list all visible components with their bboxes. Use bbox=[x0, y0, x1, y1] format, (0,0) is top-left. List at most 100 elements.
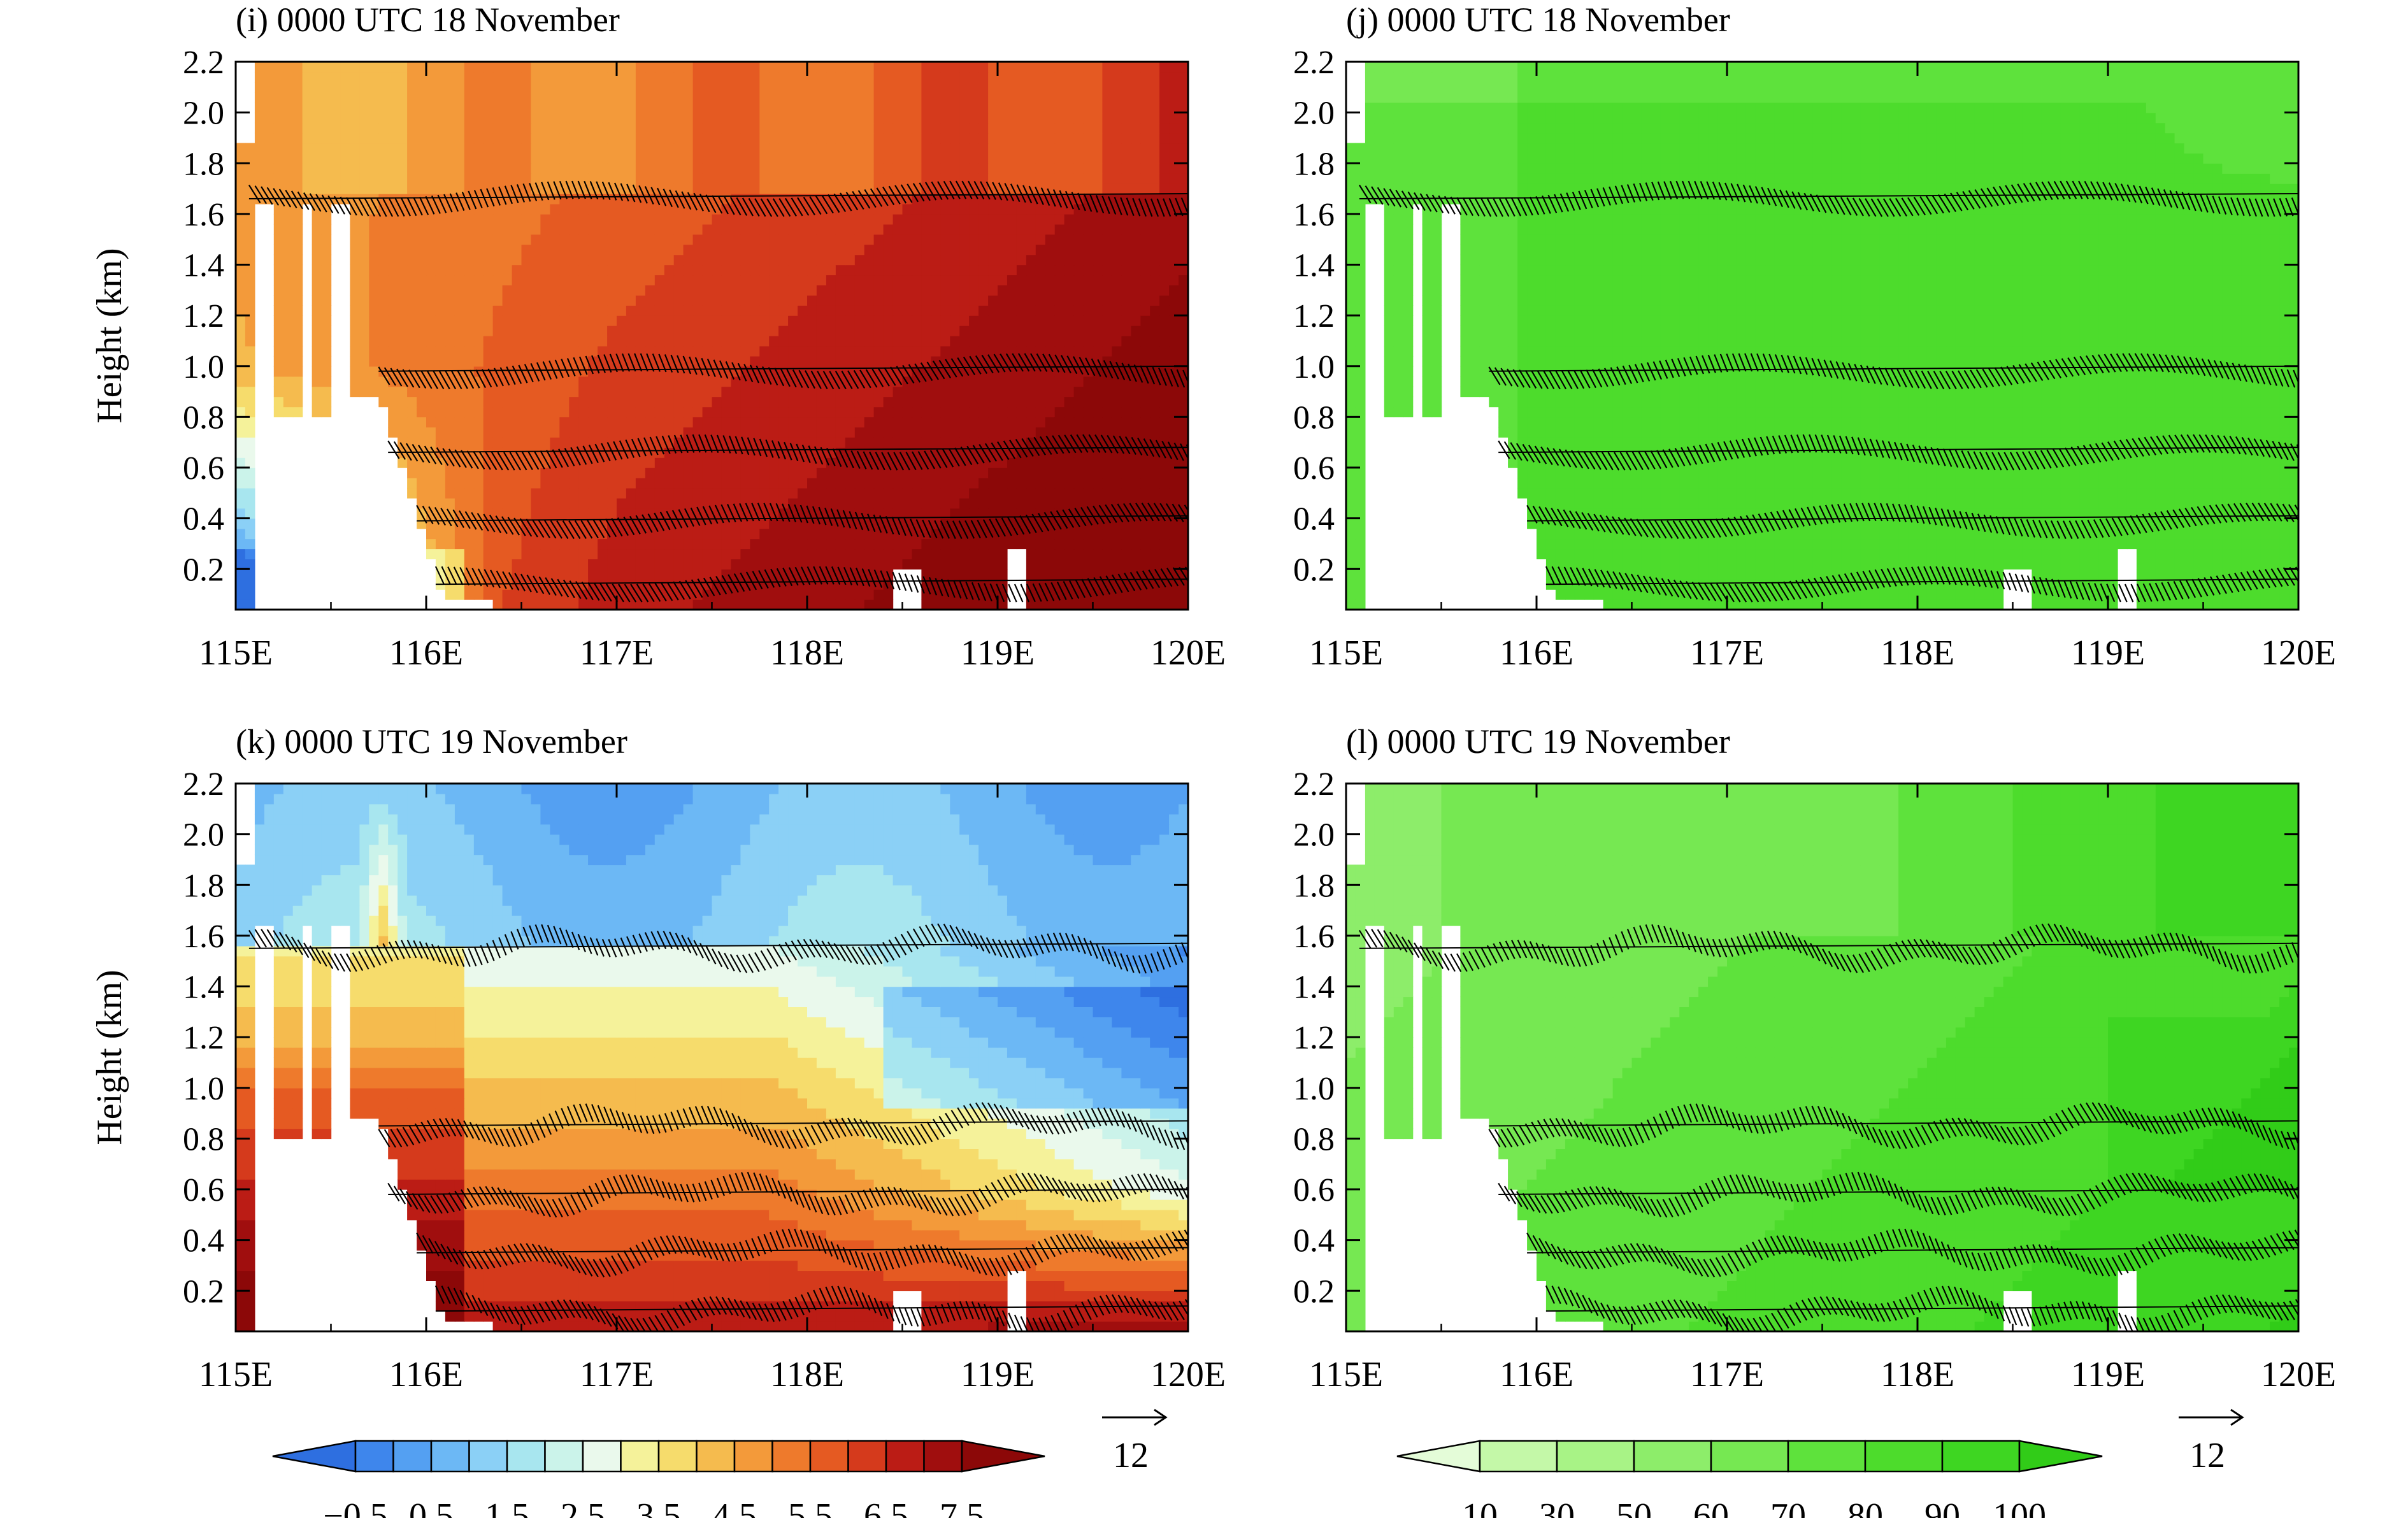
field-cell bbox=[988, 386, 998, 397]
field-cell bbox=[845, 396, 856, 408]
field-cell bbox=[864, 427, 875, 438]
field-cell bbox=[1016, 498, 1027, 509]
field-cell bbox=[1093, 173, 1103, 184]
field-cell bbox=[417, 487, 427, 499]
field-cell bbox=[712, 569, 722, 580]
field-cell bbox=[550, 478, 560, 489]
field-cell bbox=[845, 264, 856, 276]
field-cell bbox=[312, 163, 322, 174]
field-cell bbox=[398, 264, 408, 276]
field-cell bbox=[464, 132, 475, 144]
field-cell bbox=[835, 427, 846, 438]
field-cell bbox=[1159, 478, 1170, 489]
field-cell bbox=[473, 508, 484, 519]
field-cell bbox=[454, 305, 465, 316]
field-cell bbox=[692, 326, 703, 336]
field-cell bbox=[750, 183, 760, 194]
field-cell bbox=[664, 417, 675, 427]
field-cell bbox=[1083, 345, 1094, 357]
field-cell bbox=[969, 487, 979, 499]
field-cell bbox=[1016, 244, 1027, 255]
field-cell bbox=[902, 336, 913, 347]
field-cell bbox=[321, 254, 332, 266]
field-cell bbox=[988, 224, 998, 235]
field-cell bbox=[826, 163, 836, 174]
field-cell bbox=[788, 305, 798, 316]
field-cell bbox=[1121, 122, 1131, 134]
field-cell bbox=[654, 224, 665, 235]
field-cell bbox=[378, 102, 389, 113]
field-cell bbox=[969, 285, 979, 296]
field-cell bbox=[626, 275, 636, 285]
field-cell bbox=[531, 213, 541, 225]
field-cell bbox=[769, 548, 779, 559]
field-cell bbox=[254, 82, 265, 93]
field-cell bbox=[1131, 579, 1141, 590]
field-cell bbox=[950, 224, 960, 235]
field-cell bbox=[883, 163, 894, 174]
field-cell bbox=[417, 305, 427, 316]
field-cell bbox=[388, 213, 398, 225]
field-cell bbox=[788, 406, 798, 418]
field-cell bbox=[540, 122, 550, 134]
field-cell bbox=[1140, 336, 1150, 347]
field-cell bbox=[702, 336, 713, 347]
field-cell bbox=[673, 326, 684, 336]
field-cell bbox=[950, 254, 960, 266]
field-cell bbox=[1083, 468, 1094, 478]
field-cell bbox=[892, 275, 903, 285]
field-cell bbox=[273, 295, 284, 306]
field-cell bbox=[978, 548, 989, 559]
field-cell bbox=[426, 163, 436, 174]
field-cell bbox=[816, 386, 827, 397]
field-cell bbox=[654, 386, 665, 397]
field-cell bbox=[798, 275, 808, 285]
field-cell bbox=[578, 336, 589, 347]
field-cell bbox=[912, 396, 922, 408]
field-cell bbox=[512, 285, 522, 296]
field-cell bbox=[483, 559, 494, 569]
field-cell bbox=[236, 548, 246, 559]
field-cell bbox=[1064, 548, 1075, 559]
field-cell bbox=[492, 254, 503, 266]
field-cell bbox=[464, 163, 475, 174]
field-cell bbox=[664, 102, 675, 113]
field-cell bbox=[1102, 498, 1112, 509]
field-cell bbox=[892, 538, 903, 550]
field-cell bbox=[959, 315, 970, 326]
field-cell bbox=[454, 82, 465, 93]
field-cell bbox=[654, 396, 665, 408]
field-cell bbox=[483, 213, 494, 225]
field-cell bbox=[588, 295, 598, 306]
field-cell bbox=[598, 508, 608, 519]
field-cell bbox=[521, 406, 532, 418]
field-cell bbox=[1150, 457, 1160, 468]
wind-vector bbox=[758, 569, 769, 589]
field-cell bbox=[559, 326, 570, 336]
field-cell bbox=[892, 528, 903, 540]
field-cell bbox=[1179, 153, 1188, 164]
field-cell bbox=[1159, 194, 1170, 204]
field-cell bbox=[331, 92, 341, 103]
field-cell bbox=[902, 548, 913, 559]
field-cell bbox=[550, 487, 560, 499]
field-cell bbox=[892, 478, 903, 489]
field-cell bbox=[512, 427, 522, 438]
field-cell bbox=[912, 234, 922, 245]
field-cell bbox=[1007, 468, 1017, 478]
field-cell bbox=[245, 518, 255, 529]
field-cell bbox=[807, 163, 817, 174]
field-cell bbox=[702, 254, 713, 266]
field-cell bbox=[931, 244, 941, 255]
field-cell bbox=[664, 163, 675, 174]
field-cell bbox=[1083, 376, 1094, 387]
field-cell bbox=[540, 264, 550, 276]
field-cell bbox=[883, 254, 894, 266]
field-cell bbox=[759, 468, 770, 478]
field-cell bbox=[617, 132, 627, 144]
field-cell bbox=[1093, 143, 1103, 154]
field-cell bbox=[902, 153, 913, 164]
field-cell bbox=[569, 326, 579, 336]
field-cell bbox=[892, 204, 903, 215]
field-cell bbox=[559, 112, 570, 124]
